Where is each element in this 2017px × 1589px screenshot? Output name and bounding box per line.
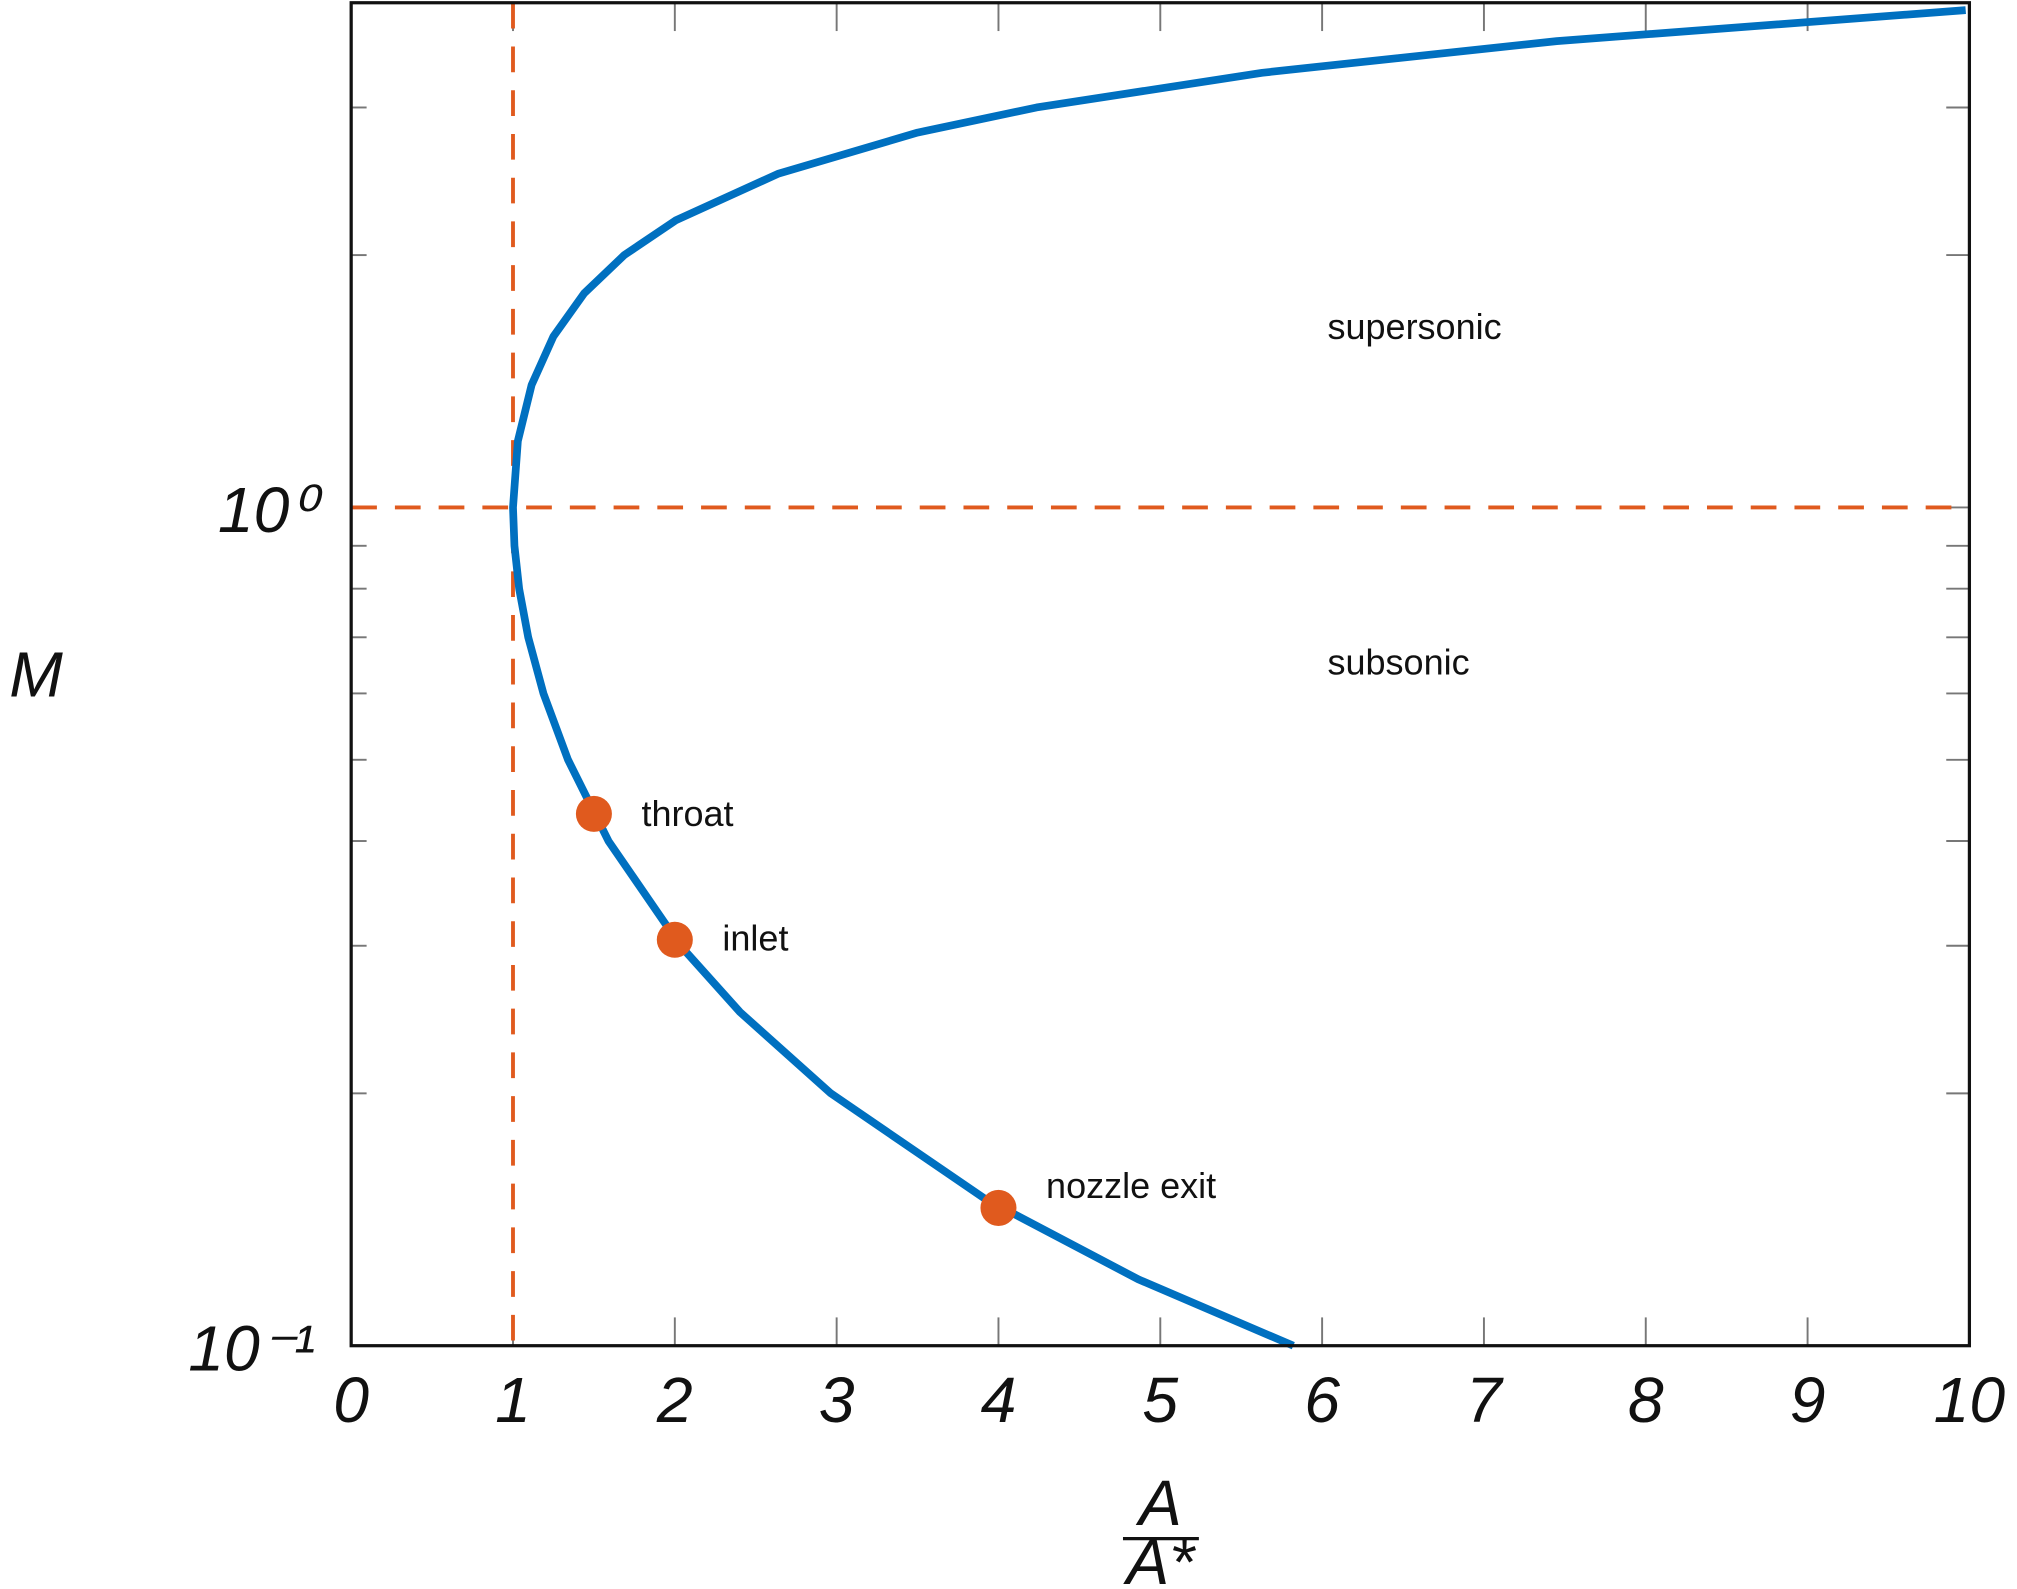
y-axis-label: M	[9, 638, 63, 710]
x-tick-label: 5	[1142, 1364, 1178, 1436]
point	[656, 921, 693, 958]
x-tick-label: 9	[1790, 1364, 1826, 1436]
x-tick-label: 6	[1304, 1364, 1340, 1436]
region-label: supersonic	[1328, 306, 1502, 347]
x-tick-label: 1	[495, 1364, 531, 1436]
x-tick-label: 3	[819, 1364, 855, 1436]
x-axis-label-numerator: A	[1135, 1467, 1182, 1539]
point-label: inlet	[722, 918, 788, 959]
x-tick-label: 7	[1466, 1364, 1504, 1436]
x-tick-label: 0	[333, 1364, 369, 1436]
x-tick-label: 8	[1628, 1364, 1664, 1436]
curve	[509, 6, 1966, 1350]
point-label: nozzle exit	[1046, 1165, 1216, 1206]
x-axis-label-denominator: A*	[1122, 1526, 1196, 1589]
y-tick-label: 10⁰	[218, 474, 324, 546]
point	[575, 795, 612, 832]
region-label: subsonic	[1328, 642, 1470, 683]
x-tick-label: 2	[656, 1364, 693, 1436]
point	[980, 1189, 1017, 1226]
plot-frame	[349, 1, 1972, 1348]
y-tick-label: 10⁻¹	[188, 1312, 315, 1384]
x-tick-label: 4	[981, 1364, 1017, 1436]
x-tick-label: 10	[1934, 1364, 2006, 1436]
point-label: throat	[642, 793, 734, 834]
